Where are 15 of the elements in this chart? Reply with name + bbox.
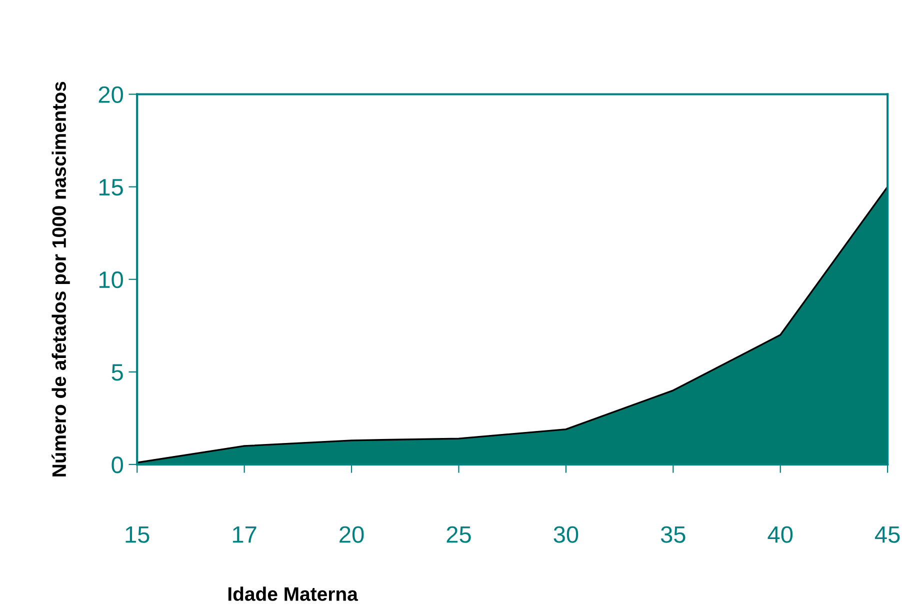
y-tick-label: 0: [112, 456, 123, 474]
y-tick-label: 5: [112, 364, 123, 381]
x-tick-label: 25: [446, 526, 471, 543]
x-tick-label: 35: [660, 526, 686, 543]
y-tick-label: 10: [99, 271, 123, 288]
x-tick-label: 20: [340, 526, 364, 543]
x-tick-label: 15: [126, 526, 150, 543]
x-tick-label: 30: [554, 526, 578, 543]
x-axis-title: Idade Materna: [228, 586, 358, 601]
y-axis-title: Número de afetados por 1000 nascimentos: [52, 82, 70, 476]
x-tick-label: 17: [232, 526, 256, 543]
x-tick-label: 40: [768, 526, 793, 543]
x-tick-label: 45: [874, 526, 900, 543]
y-tick-label: 20: [98, 86, 123, 104]
y-tick-label: 15: [99, 179, 123, 196]
